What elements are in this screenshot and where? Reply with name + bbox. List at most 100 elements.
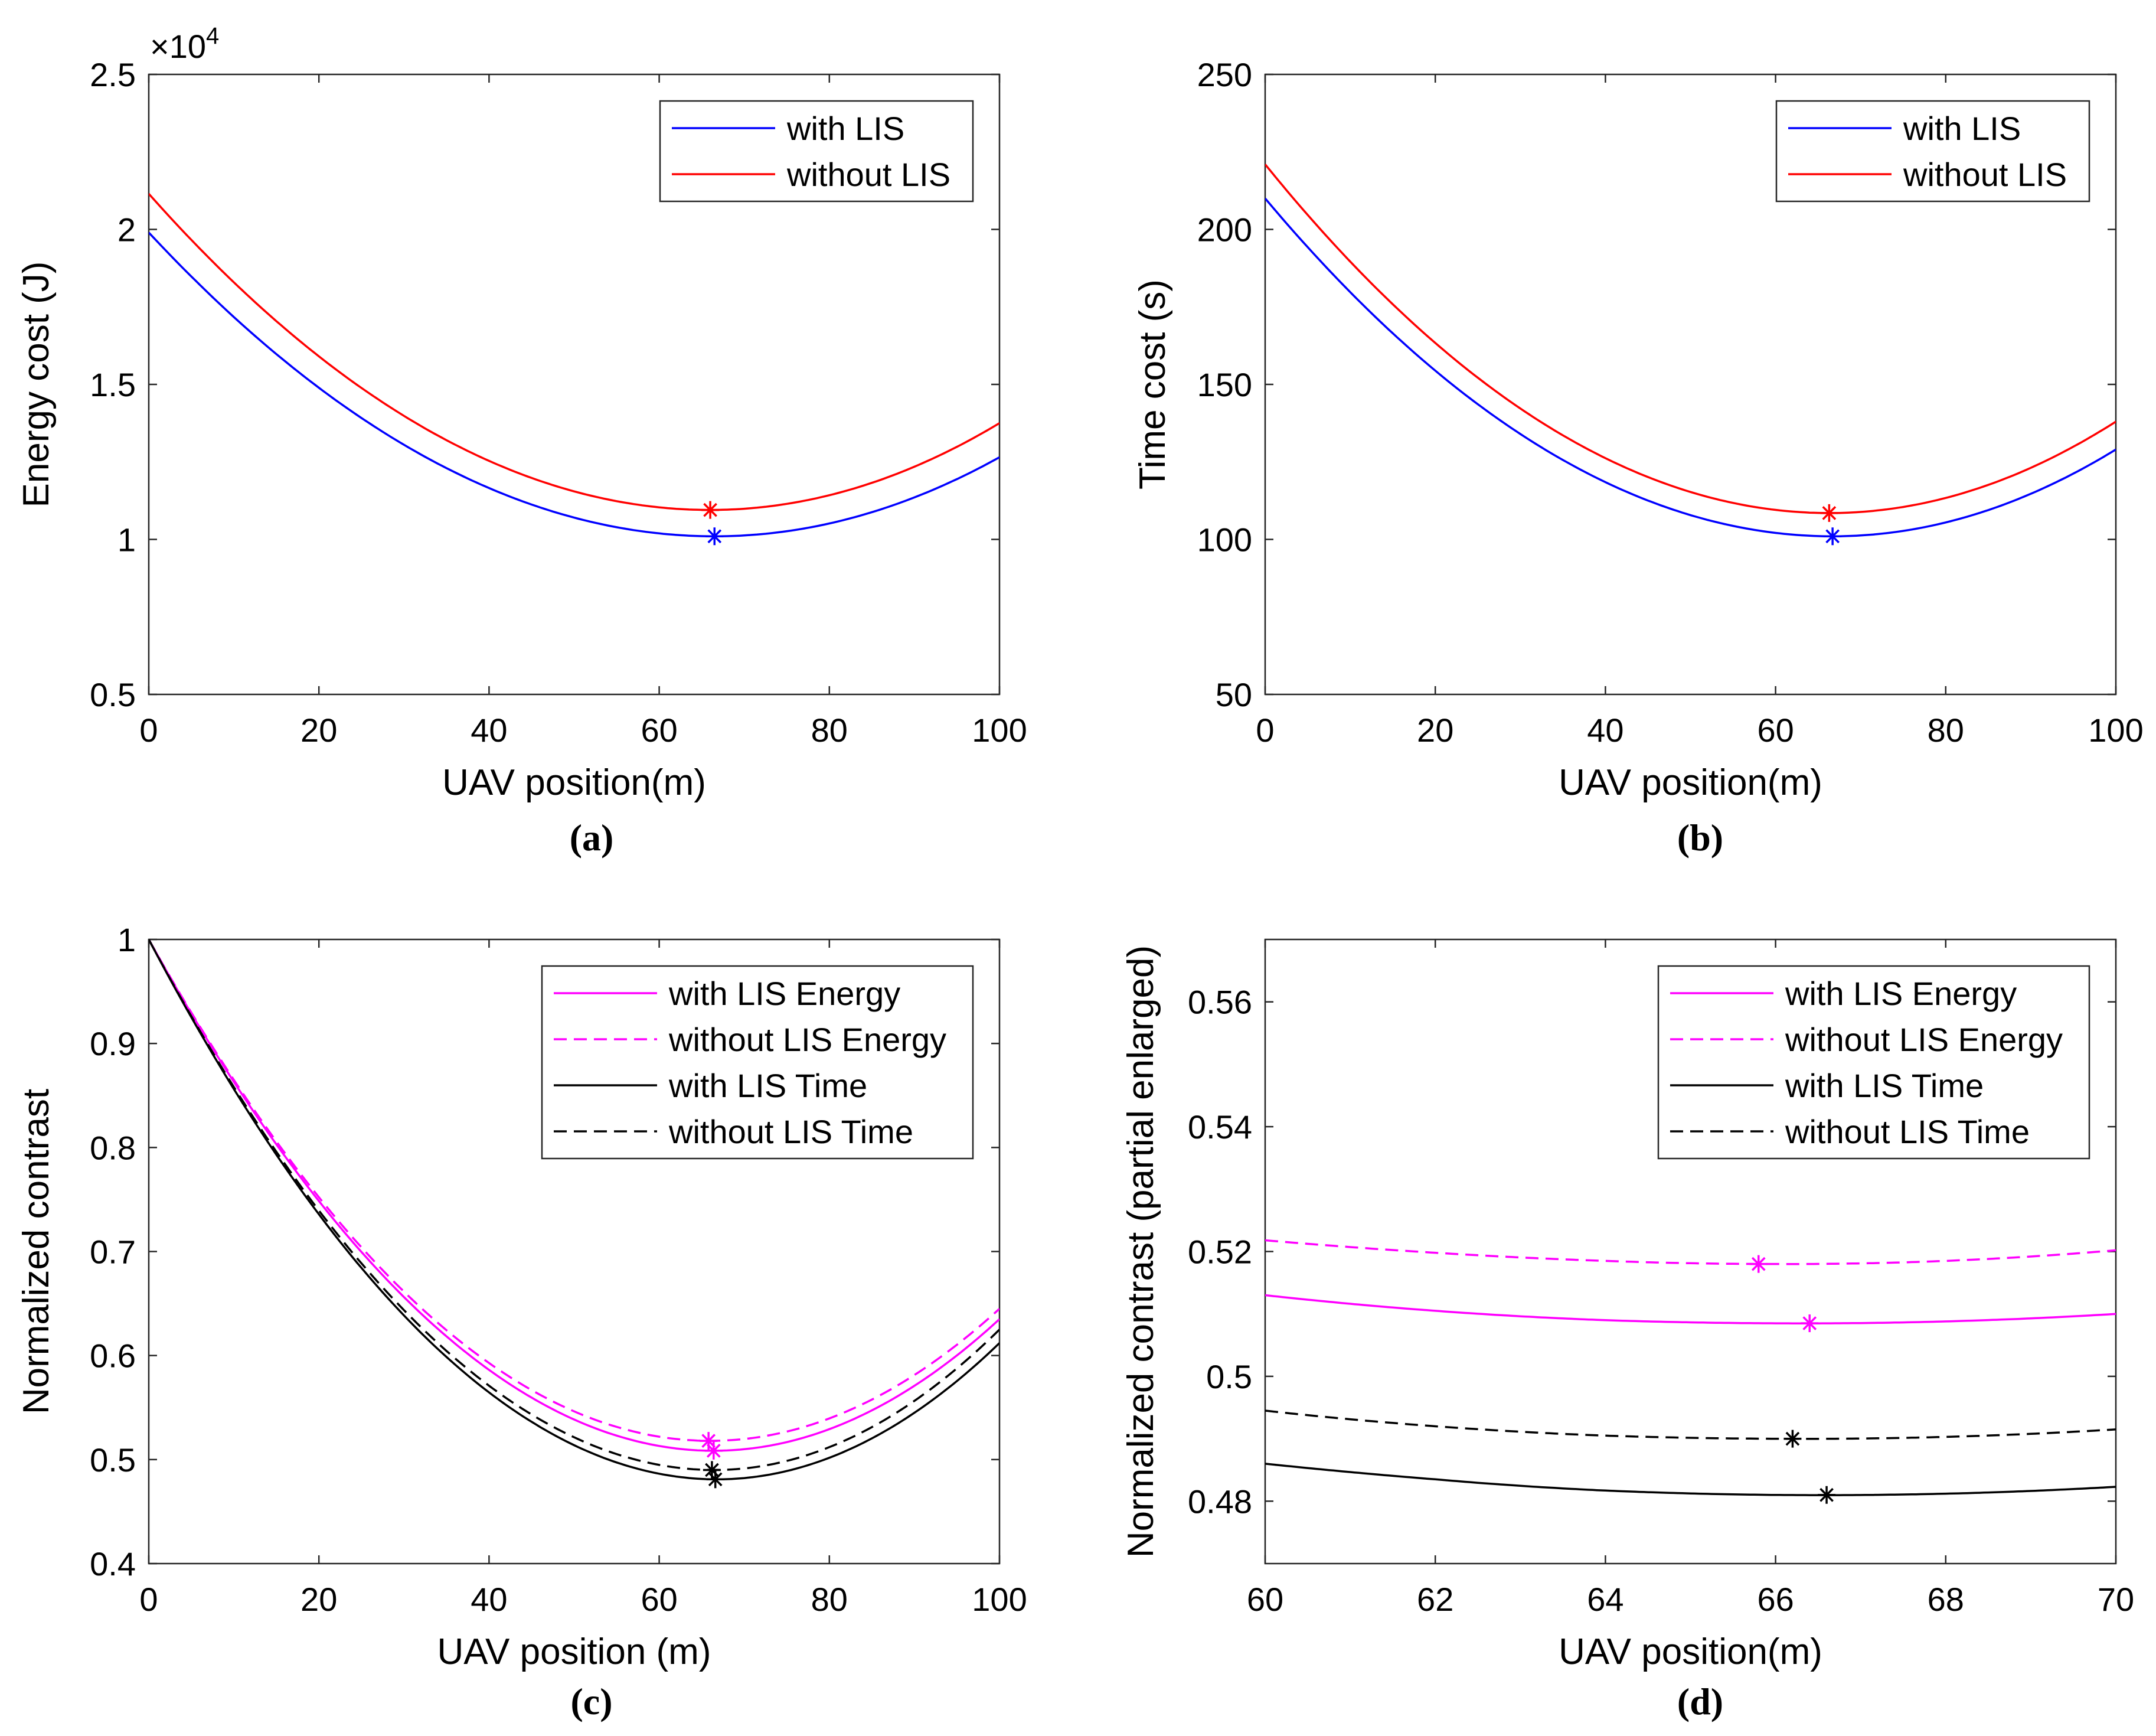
marker-stroke	[1825, 529, 1840, 544]
y-tick-label: 2	[117, 211, 136, 249]
x-tick-label: 64	[1587, 1581, 1623, 1618]
x-tick-label: 60	[641, 712, 677, 749]
series-marker-3	[703, 1461, 721, 1479]
x-tick-label: 80	[811, 1581, 848, 1618]
legend-box	[1775, 100, 2090, 203]
x-tick-label: 80	[811, 712, 848, 749]
marker-stroke	[1819, 1487, 1834, 1502]
x-tick-label: 0	[1256, 712, 1274, 749]
y-axis-label: Energy cost (J)	[16, 262, 57, 508]
y-tick-label: 0.56	[1188, 984, 1252, 1021]
series-line-0	[149, 939, 999, 1452]
series-marker-1	[700, 1432, 718, 1450]
y-tick-label: 0.5	[90, 676, 136, 713]
y-tick-label: 0.8	[90, 1129, 136, 1166]
series-marker-0	[1824, 527, 1842, 546]
legend-label: without LIS Energy	[668, 1021, 946, 1058]
y-scale-exponent: 4	[206, 23, 219, 49]
legend-label: without LIS Time	[1785, 1113, 2030, 1150]
x-axis-label: UAV position (m)	[437, 1631, 711, 1672]
y-tick-label: 0.54	[1188, 1108, 1252, 1146]
x-tick-label: 60	[1247, 1581, 1283, 1618]
y-axis-label: Normalized contrast (partial enlarged)	[1121, 945, 1161, 1558]
y-tick-label: 200	[1197, 211, 1252, 249]
x-tick-label: 100	[972, 1581, 1027, 1618]
x-tick-label: 66	[1757, 1581, 1794, 1618]
y-tick-label: 0.7	[90, 1234, 136, 1271]
legend-label: without LIS	[1903, 156, 2067, 193]
chart-panel-b: 0 20 40 60 80 100 50 100 150 200 250 UAV position(m…	[1132, 56, 2144, 859]
y-tick-label: 100	[1197, 521, 1252, 559]
y-tick-label: 0.6	[90, 1337, 136, 1375]
marker-stroke	[1802, 1316, 1817, 1330]
marker-stroke	[706, 1444, 721, 1458]
marker-stroke	[707, 529, 722, 544]
x-tick-label: 80	[1928, 712, 1964, 749]
x-tick-label: 68	[1928, 1581, 1964, 1618]
series-line-0	[149, 231, 999, 538]
x-tick-label: 20	[300, 1581, 337, 1618]
x-tick-label: 60	[1757, 712, 1794, 749]
y-tick-label: 1.5	[90, 366, 136, 403]
marker-stroke	[708, 1472, 723, 1487]
panel-caption: (b)	[1677, 817, 1723, 859]
y-scale-factor: ×104	[150, 23, 219, 65]
y-tick-label: 2.5	[90, 56, 136, 93]
x-axis-label: UAV position(m)	[1559, 762, 1822, 803]
y-axis-label: Normalized contrast	[16, 1089, 57, 1414]
legend-label: with LIS Energy	[668, 975, 900, 1012]
y-tick-label: 50	[1216, 676, 1252, 713]
x-axis-label: UAV position(m)	[1559, 1631, 1822, 1672]
legend-label: with LIS Energy	[1785, 975, 2017, 1012]
y-tick-label: 0.5	[1206, 1358, 1252, 1395]
x-tick-label: 40	[471, 712, 507, 749]
legend: with LIS without LIS	[659, 100, 974, 203]
x-axis-label: UAV position(m)	[442, 762, 706, 803]
marker-stroke	[705, 1463, 719, 1477]
series-marker-1	[1820, 504, 1838, 522]
series-line-1	[1265, 164, 2116, 514]
marker-stroke	[1751, 1257, 1766, 1271]
legend-label: with LIS	[1903, 110, 2021, 147]
series-marker-1	[1749, 1255, 1768, 1273]
series-line-0	[1265, 1294, 2116, 1324]
x-tick-label: 40	[1587, 712, 1623, 749]
x-tick-label: 60	[641, 1581, 677, 1618]
series-line-3	[1265, 1409, 2116, 1440]
series-marker-0	[705, 527, 724, 546]
legend: with LIS without LIS	[1775, 100, 2090, 203]
panel-caption: (a)	[570, 817, 614, 859]
series-line-2	[1265, 1463, 2116, 1496]
x-tick-label: 40	[471, 1581, 507, 1618]
legend-label: without LIS	[786, 156, 950, 193]
legend: with LIS Energy without LIS Energy with LI…	[1657, 965, 2090, 1160]
legend-label: without LIS Time	[668, 1113, 913, 1150]
series-line-0	[1265, 197, 2116, 537]
x-tick-label: 100	[972, 712, 1027, 749]
y-tick-label: 0.5	[90, 1441, 136, 1479]
y-tick-label: 0.52	[1188, 1234, 1252, 1271]
y-tick-label: 0.4	[90, 1545, 136, 1582]
series-line-1	[149, 939, 999, 1442]
x-tick-label: 100	[2088, 712, 2143, 749]
legend: with LIS Energy without LIS Energy with LI…	[541, 965, 974, 1160]
series-line-3	[149, 939, 999, 1471]
legend-box	[1657, 965, 2090, 1160]
y-scale-base: ×10	[150, 28, 206, 65]
y-tick-label: 1	[117, 921, 136, 958]
legend-box	[541, 965, 974, 1160]
legend-label: with LIS Time	[668, 1067, 867, 1104]
marker-stroke	[1785, 1431, 1800, 1446]
y-tick-label: 0.48	[1188, 1483, 1252, 1520]
y-tick-label: 1	[117, 521, 136, 559]
x-tick-label: 0	[139, 712, 158, 749]
chart-panel-d: 60 62 64 66 68 70 0.48 0.5 0.52 0.54 0.56 UAV posit…	[1121, 938, 2134, 1722]
chart-panel-c: 0 20 40 60 80 100 0.4 0.5 0.6 0.7 0.8 0.9 1 UAV posit…	[16, 921, 1027, 1722]
series-marker-2	[1818, 1486, 1836, 1504]
series-line-1	[149, 192, 999, 511]
legend-label: with LIS Time	[1785, 1067, 1984, 1104]
y-tick-label: 0.9	[90, 1025, 136, 1062]
legend-box	[659, 100, 974, 203]
marker-stroke	[701, 1434, 716, 1448]
